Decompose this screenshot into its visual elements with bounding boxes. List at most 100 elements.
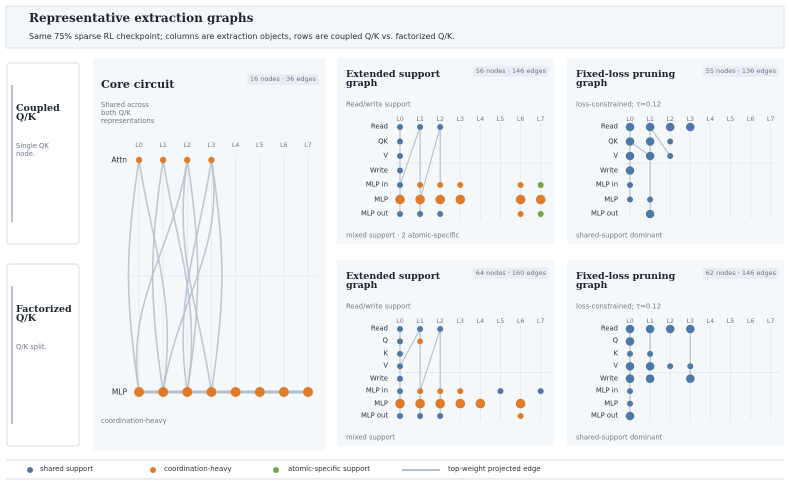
layer-label: L5 <box>496 115 505 123</box>
graph-panel <box>567 58 784 244</box>
core-panel <box>93 58 325 450</box>
mlp-node <box>158 387 169 397</box>
mlp-node <box>134 387 144 397</box>
header-box <box>5 5 785 49</box>
row-title: Coupled Q/K <box>16 103 60 123</box>
graph-node <box>625 166 635 175</box>
row-label: MLP in <box>595 386 618 395</box>
core-footer: coordination-heavy <box>101 417 167 425</box>
support-edge <box>419 328 441 392</box>
row-label: MLP out <box>590 209 618 218</box>
graph-node <box>517 211 524 217</box>
layer-label: L3 <box>686 115 695 123</box>
graph-node <box>397 138 403 145</box>
legend-dot <box>27 467 33 473</box>
mlp-node <box>182 387 193 397</box>
graph-node <box>627 400 633 407</box>
row-label: QK <box>378 137 388 146</box>
row-label-box <box>6 263 80 447</box>
layer-label: L2 <box>183 141 192 149</box>
graph-node <box>455 398 466 409</box>
attn-node <box>208 156 215 164</box>
core-title: Core circuit <box>101 78 175 91</box>
graph-node <box>437 388 444 395</box>
core-edge <box>138 159 169 393</box>
layer-label: L4 <box>706 317 715 325</box>
row-label: Read <box>370 324 388 333</box>
graph-node <box>457 182 464 188</box>
core-subtitle: Shared across both Q/K representations <box>101 101 155 125</box>
layer-label: L0 <box>396 115 404 123</box>
core-edge <box>182 159 213 393</box>
row-label: Read <box>600 122 618 131</box>
graph-node <box>667 138 674 145</box>
row-label: Write <box>370 166 388 175</box>
panel-footer: mixed support <box>346 433 396 442</box>
row-label: Read <box>600 324 618 333</box>
legend-label: top-weight projected edge <box>448 465 541 473</box>
mlp-node <box>206 387 217 397</box>
row-label: MLP in <box>595 180 618 189</box>
row-label: Write <box>370 374 388 383</box>
graph-node <box>415 398 425 409</box>
panel-badge: 56 nodes · 146 edges <box>472 65 549 77</box>
graph-node <box>625 151 635 161</box>
graph-node <box>517 413 524 419</box>
mlp-node <box>254 387 265 397</box>
layer-label: L7 <box>536 317 545 325</box>
row-note: Q/K split. <box>16 343 47 351</box>
graph-node <box>397 211 403 217</box>
row-label: QK <box>608 137 618 146</box>
graph-node <box>647 350 654 357</box>
graph-node <box>397 350 403 357</box>
graph-node <box>645 361 655 371</box>
layer-label: L6 <box>516 115 525 123</box>
graph-node <box>417 326 424 332</box>
graph-node <box>645 374 655 384</box>
legend-label: atomic-specific support <box>288 465 371 473</box>
layer-label: L7 <box>304 141 312 149</box>
graph-node <box>667 363 674 370</box>
row-label: MLP in <box>365 386 388 395</box>
graph-node <box>395 398 405 409</box>
graph-node <box>417 182 424 188</box>
legend-label: shared support <box>40 465 93 473</box>
graph-node <box>437 326 444 332</box>
panel-title: Fixed-loss pruning graph <box>576 69 676 89</box>
layer-label: L6 <box>746 115 755 123</box>
row-label: MLP in <box>365 180 388 189</box>
layer-label: L7 <box>536 115 545 123</box>
graph-node <box>687 363 694 370</box>
layer-label: L0 <box>135 141 143 149</box>
layer-label: L1 <box>646 317 654 325</box>
graph-node <box>647 196 654 203</box>
layer-label: L3 <box>456 317 465 325</box>
graph-node <box>417 124 424 130</box>
graph-node <box>686 374 695 384</box>
graph-node <box>437 124 444 130</box>
layer-label: L4 <box>231 141 240 149</box>
graph-node <box>437 211 444 217</box>
graph-node <box>397 375 403 382</box>
support-edge <box>399 328 421 367</box>
layer-label: L5 <box>255 141 264 149</box>
mlp-node <box>303 387 314 397</box>
layer-label: L0 <box>626 115 634 123</box>
row-label: Q <box>382 337 388 346</box>
layer-label: L3 <box>207 141 216 149</box>
attn-node <box>184 156 191 164</box>
graph-node <box>645 324 655 334</box>
graph-node <box>627 196 633 203</box>
core-edge <box>210 159 223 393</box>
layer-label: L3 <box>456 115 465 123</box>
panel-badge: 64 nodes · 160 edges <box>472 267 549 279</box>
graph-node <box>537 388 544 395</box>
graph-node <box>537 182 544 188</box>
legend-label: coordination-heavy <box>164 465 232 473</box>
core-edge <box>162 159 215 393</box>
core-edge <box>162 159 193 393</box>
layer-label: L1 <box>416 317 424 325</box>
panel-badge: 62 nodes · 146 edges <box>702 267 779 279</box>
core-edge <box>135 159 189 393</box>
